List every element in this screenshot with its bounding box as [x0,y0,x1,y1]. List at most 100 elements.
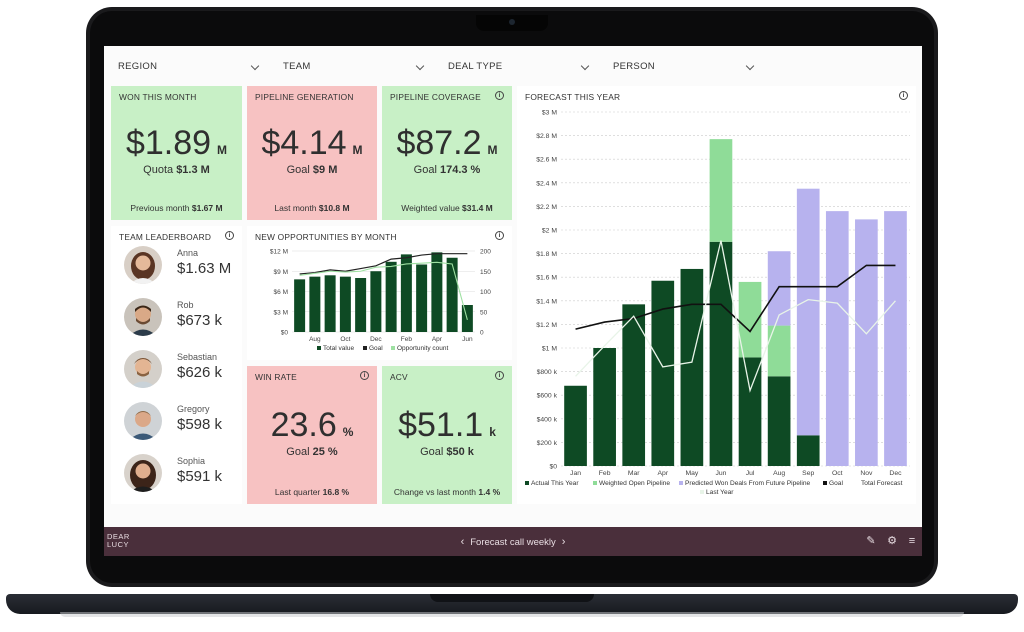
goal-line [299,253,468,275]
legend-label: Weighted Open Pipeline [599,480,670,487]
y-tick-label: $2.6 M [536,157,557,164]
x-tick-label: Oct [832,470,843,477]
info-icon[interactable]: i [495,91,504,100]
leader-value: $673 k [177,312,223,329]
x-tick-label: Oct [340,336,350,343]
x-tick-label: Nov [860,470,873,477]
leaderboard-entry[interactable]: Rob $673 k [119,298,239,346]
kpi-value: $51.1 k [382,406,512,445]
card-title: TEAM LEADERBOARD [119,232,212,242]
team-leaderboard-card: TEAM LEADERBOARD i Anna $1.63 M Rob $673… [111,226,242,504]
kpi-unit: % [342,425,354,439]
kpi-comparison: Last month $10.8 M [247,203,377,213]
x-tick-label: Jan [570,470,581,477]
kpi-number: 23.6 [270,406,337,444]
info-icon[interactable]: i [360,371,369,380]
person-filter-label: PERSON [613,61,655,72]
team-filter-label: TEAM [283,61,311,72]
y-right-tick-label: 150 [480,269,491,276]
kpi-value: 23.6% [247,406,377,445]
x-tick-label: Aug [773,470,785,477]
info-icon[interactable]: i [495,371,504,380]
win-rate-card[interactable]: WIN RATE i 23.6% Goal 25 % Last quarter … [247,366,377,504]
kpi-target: Goal $9 M [247,164,377,176]
app-logo[interactable]: DEAR LUCY [107,533,130,549]
kpi-target: Goal $50 k [382,446,512,458]
leaderboard-entry[interactable]: Sophia $591 k [119,454,239,502]
chevron-down-icon [745,61,755,71]
x-tick-label: Mar [628,470,640,477]
legend-swatch [391,346,395,350]
avatar [124,454,162,492]
team-filter[interactable]: TEAM [279,56,429,78]
x-tick-label: Sep [802,470,814,477]
menu-icon[interactable]: ≡ [908,535,916,547]
x-tick-label: Jun [462,336,473,343]
person-filter[interactable]: PERSON [609,56,759,78]
kpi-unit: M [217,143,228,157]
won-this-month-card[interactable]: WON THIS MONTH $1.89 M Quota $1.3 M Previ… [111,86,242,220]
card-title: PIPELINE GENERATION [255,92,354,102]
x-tick-label: Jul [746,470,755,477]
acv-card[interactable]: ACV i $51.1 k Goal $50 k Change vs last m… [382,366,512,504]
predicted-won-bar [767,251,791,326]
legend-label: Goal [369,345,383,352]
kpi-unit: k [489,425,496,439]
kpi-target-label: Goal [286,164,310,176]
last-year-line [575,240,896,393]
logo-line: LUCY [107,540,130,549]
total-value-bar [339,276,351,332]
card-title: NEW OPPORTUNITIES BY MONTH [255,232,397,242]
pipeline-coverage-card[interactable]: PIPELINE COVERAGE i $87.2 M Goal 174.3 % … [382,86,512,220]
chevron-right-icon[interactable]: › [561,536,566,548]
kpi-comparison-label: Change vs last month [393,487,477,497]
region-filter[interactable]: REGION [114,56,264,78]
kpi-comparison: Last quarter 16.8 % [247,487,377,497]
camera-notch [476,15,548,31]
info-icon[interactable]: i [225,231,234,240]
legend-label: Last Year [706,489,734,496]
kpi-comparison-label: Previous month [130,203,190,213]
y-left-tick-label: $12 M [270,249,288,256]
legend-label: Opportunity count [397,345,449,352]
laptop-base [6,594,1018,614]
y-tick-label: $1.8 M [536,251,557,258]
card-title: ACV [390,372,408,382]
kpi-number: $1.89 [125,124,212,162]
info-icon[interactable]: i [899,91,908,100]
chevron-left-icon[interactable]: ‹ [460,536,465,548]
y-right-tick-label: 200 [480,249,491,256]
info-icon[interactable]: i [495,231,504,240]
kpi-comparison: Weighted value $31.4 M [382,203,512,213]
kpi-comparison: Change vs last month 1.4 % [382,487,512,497]
gear-icon[interactable]: ⚙ [887,535,897,547]
deal-type-filter-label: DEAL TYPE [448,61,503,72]
total-value-bar [400,254,412,332]
x-tick-label: Feb [401,336,413,343]
kpi-target-label: Goal [420,446,444,458]
avatar [124,298,162,336]
kpi-comparison-value: 16.8 % [322,487,350,497]
kpi-target: Goal 25 % [247,446,377,458]
x-tick-label: Jun [715,470,726,477]
legend-swatch [679,481,683,485]
kpi-target-value: 25 % [312,446,338,458]
actual-bar [622,304,646,466]
y-right-tick-label: 100 [480,289,491,296]
legend-label: Goal [829,480,843,487]
predicted-won-bar [825,211,849,466]
leader-name: Gregory [177,404,210,414]
chevron-down-icon [250,61,260,71]
kpi-target: Goal 174.3 % [382,164,512,176]
leaderboard-entry[interactable]: Anna $1.63 M [119,246,239,294]
predicted-won-bar [796,188,820,436]
pencil-icon[interactable]: ✎ [866,535,876,547]
legend-label: Predicted Won Deals From Future Pipeline [685,480,811,487]
total-value-bar [416,264,428,332]
leaderboard-entry[interactable]: Gregory $598 k [119,402,239,450]
deal-type-filter[interactable]: DEAL TYPE [444,56,594,78]
pipeline-generation-card[interactable]: PIPELINE GENERATION $4.14 M Goal $9 M Las… [247,86,377,220]
leaderboard-entry[interactable]: Sebastian $626 k [119,350,239,398]
x-tick-label: Apr [658,470,669,477]
legend-label: Actual This Year [531,480,579,487]
